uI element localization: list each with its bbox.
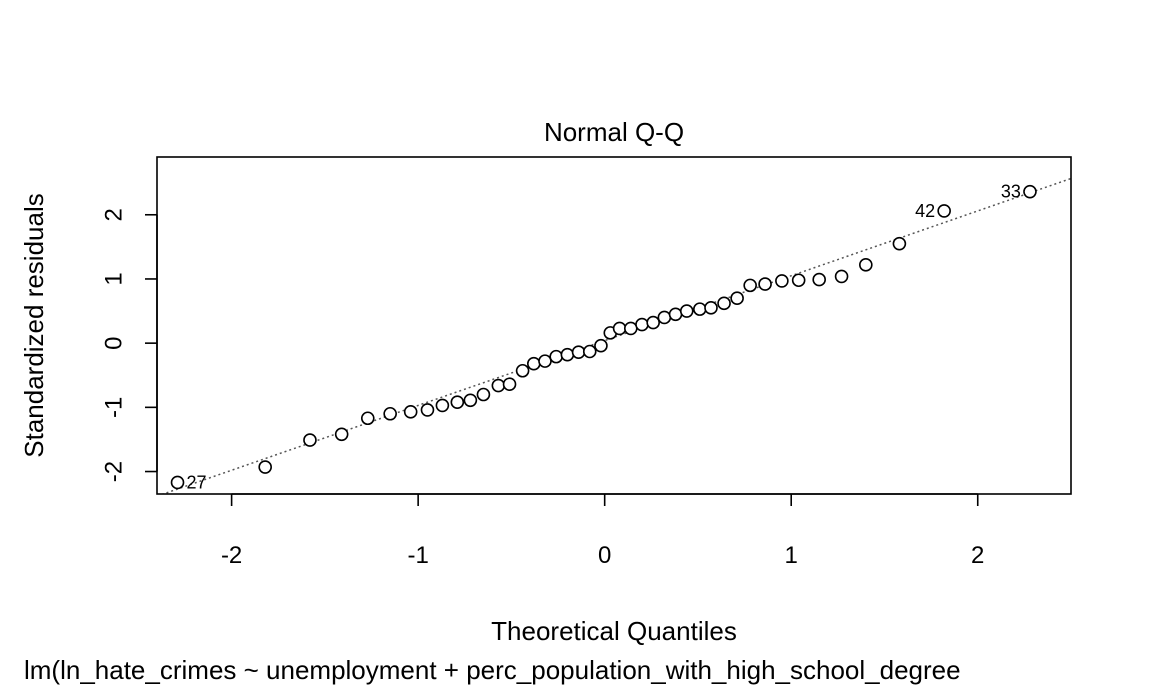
data-point [623, 321, 638, 336]
y-tick-label: 0 [101, 336, 128, 349]
data-point [403, 405, 418, 419]
y-tick-label: 2 [101, 208, 128, 221]
data-point [560, 347, 575, 362]
y-axis: -2 -1 0 1 2 [101, 208, 158, 482]
data-point [693, 302, 707, 316]
data-point [435, 398, 450, 413]
data-point [450, 395, 465, 410]
x-tick-label: 2 [971, 542, 984, 569]
data-point [892, 236, 907, 251]
y-axis-label: Standardized residuals [19, 193, 49, 458]
data-point [549, 349, 563, 364]
data-point [635, 317, 649, 332]
data-point [491, 378, 506, 393]
data-point [730, 291, 744, 306]
data-point [859, 258, 873, 272]
data-point [743, 278, 757, 293]
data-point [646, 315, 660, 330]
data-point [476, 387, 491, 402]
data-point [383, 406, 397, 421]
x-axis-label: Theoretical Quantiles [491, 616, 737, 646]
data-point [612, 321, 627, 336]
point-id-label: 42 [915, 201, 935, 221]
chart-title: Normal Q-Q [544, 117, 684, 147]
data-point [834, 269, 849, 284]
point-id-label: 27 [187, 472, 207, 492]
y-tick-label: -1 [101, 397, 128, 418]
data-point [791, 273, 806, 288]
x-axis: -2 -1 0 1 2 [221, 493, 984, 569]
data-point [303, 433, 317, 447]
data-point [463, 393, 478, 408]
data-point [170, 475, 185, 490]
data-point [937, 204, 951, 218]
data-point [571, 345, 586, 359]
data-point [812, 272, 826, 287]
data-point [582, 344, 597, 359]
x-tick-label: -2 [221, 542, 242, 569]
data-point [334, 427, 349, 442]
data-point [594, 338, 608, 353]
data-point [775, 274, 789, 288]
point-labels-layer: 27 42 33 [187, 182, 1021, 493]
data-point [758, 277, 772, 291]
data-point [668, 307, 683, 322]
data-point [1023, 184, 1037, 199]
points-layer [170, 184, 1037, 490]
y-tick-label: -2 [101, 461, 128, 482]
data-point [657, 310, 672, 325]
point-id-label: 33 [1001, 182, 1021, 202]
x-tick-label: -1 [407, 542, 428, 569]
data-point [526, 356, 541, 371]
data-point [704, 301, 718, 315]
x-tick-label: 1 [785, 542, 798, 569]
data-point [538, 354, 552, 368]
model-formula-subtitle: lm(ln_hate_crimes ~ unemployment + perc_… [24, 655, 961, 685]
data-point [717, 296, 731, 311]
data-point [360, 411, 375, 426]
data-point [502, 377, 517, 392]
data-point [679, 304, 694, 318]
y-tick-label: 1 [101, 272, 128, 285]
x-tick-label: 0 [598, 542, 611, 569]
data-point [420, 403, 435, 417]
data-point [258, 460, 272, 474]
data-point [515, 363, 530, 378]
